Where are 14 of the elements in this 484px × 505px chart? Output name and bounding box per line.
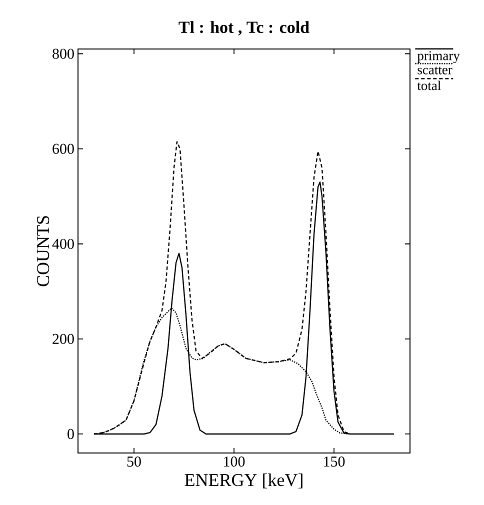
x-tick-label: 150 — [324, 456, 345, 467]
legend-label: total — [417, 80, 441, 90]
legend-label: primary — [417, 51, 460, 64]
y-tick-label: 400 — [52, 238, 74, 249]
x-axis-title: ENERGY [keV] — [184, 473, 302, 488]
chart-title: Tl : hot , Tc : cold — [178, 21, 310, 36]
y-tick-label: 200 — [52, 334, 74, 344]
legend-label: scatter — [418, 66, 452, 74]
x-tick-label: 100 — [224, 456, 245, 467]
y-tick-label: 800 — [52, 48, 74, 59]
y-tick-label: 600 — [52, 144, 74, 154]
y-tick-label: 0 — [68, 428, 74, 440]
y-axis-title: COUNTS — [37, 216, 50, 286]
x-tick-label: 50 — [127, 456, 141, 467]
